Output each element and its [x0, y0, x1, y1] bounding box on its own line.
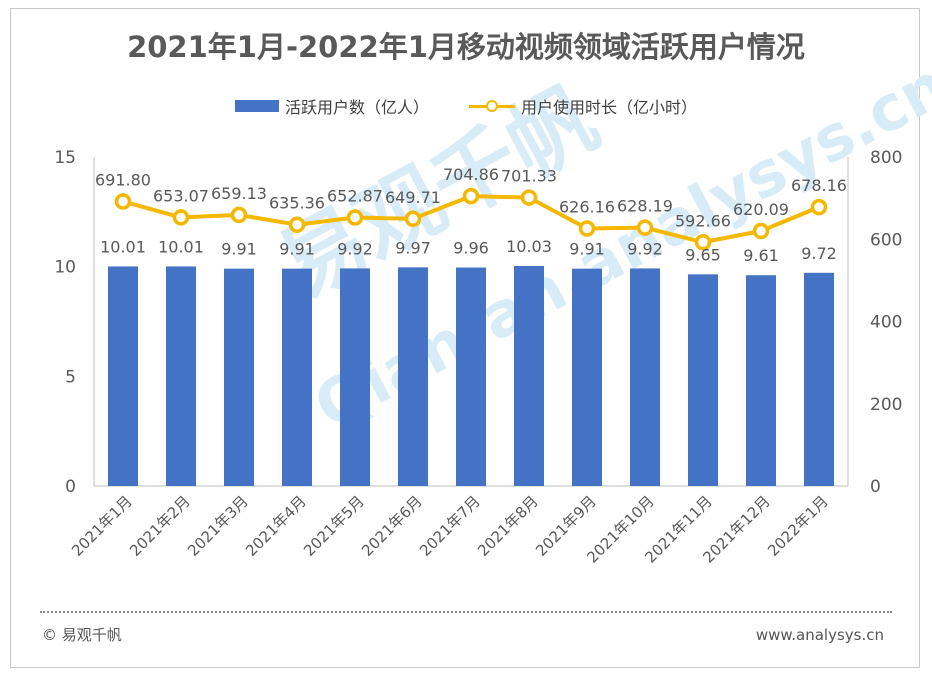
bar: [804, 272, 834, 486]
line-data-label: 628.19: [617, 197, 673, 216]
line-point: [810, 198, 828, 216]
bar: [282, 268, 312, 486]
line-point: [172, 209, 190, 226]
chart-title: 2021年1月-2022年1月移动视频领域活跃用户情况: [127, 30, 805, 64]
bar: [514, 266, 544, 486]
x-tick-label: 2021年4月: [242, 492, 310, 560]
bar-data-label: 9.92: [337, 239, 373, 258]
line-data-label: 678.16: [791, 176, 847, 195]
line-data-label: 704.86: [443, 165, 499, 184]
bar-data-label: 9.72: [801, 244, 837, 263]
y-right-tick-label: 0: [870, 477, 881, 497]
bar: [572, 268, 602, 486]
line-point: [578, 220, 596, 237]
x-tick-label: 2021年1月: [68, 492, 136, 560]
line-data-label: 691.80: [95, 170, 151, 189]
legend-item-bar: 活跃用户数（亿人）: [234, 94, 429, 118]
line-data-label: 652.87: [327, 187, 383, 206]
bar-data-label: 9.91: [221, 240, 257, 259]
bar: [630, 268, 660, 486]
x-tick-label: 2021年5月: [300, 492, 368, 560]
x-tick-label: 2022年1月: [764, 492, 832, 560]
legend-item-line: 用户使用时长（亿小时）: [469, 94, 697, 118]
bar: [688, 274, 718, 486]
footer-divider: [40, 611, 892, 613]
line-data-label: 635.36: [269, 194, 325, 213]
bar-data-label: 9.65: [685, 245, 721, 264]
x-tick-label: 2021年8月: [474, 492, 542, 560]
x-tick-label: 2021年6月: [358, 492, 426, 560]
bar-data-label: 10.01: [100, 237, 146, 256]
x-tick-label: 2021年7月: [416, 492, 484, 560]
line-point: [520, 189, 538, 206]
y-right-tick-label: 600: [870, 230, 902, 250]
line-data-label: 620.09: [733, 200, 789, 219]
bar: [224, 268, 254, 486]
bar-data-label: 9.61: [743, 246, 779, 265]
y-right-tick-label: 200: [870, 395, 902, 415]
line-point: [288, 216, 306, 233]
bar-data-label: 9.91: [279, 240, 315, 259]
x-tick-label: 2021年3月: [184, 492, 252, 560]
bar-series: [108, 266, 834, 486]
bar-data-label: 9.92: [627, 239, 663, 258]
bar-data-label: 10.03: [506, 237, 552, 256]
footer-website: www.analysys.cn: [755, 626, 884, 644]
x-tick-label: 2021年2月: [126, 492, 194, 560]
bar-data-label: 9.91: [569, 240, 605, 259]
line-point: [752, 222, 770, 240]
bar: [746, 275, 776, 486]
line-data-label: 592.66: [675, 211, 731, 230]
footer-copyright: © 易观千帆: [42, 626, 122, 644]
bar: [398, 267, 428, 486]
y-right-tick-label: 800: [870, 148, 902, 168]
line-data-label: 626.16: [559, 197, 615, 216]
line-point: [462, 187, 480, 205]
bar: [166, 266, 196, 486]
bar: [456, 267, 486, 486]
line-point: [694, 234, 712, 251]
line-point: [346, 209, 364, 226]
y-right-tick-label: 400: [870, 313, 902, 333]
legend: 活跃用户数（亿人） 用户使用时长（亿小时）: [0, 94, 932, 118]
line-point: [114, 193, 132, 210]
legend-line-swatch: [469, 99, 515, 113]
line-data-label: 659.13: [211, 184, 267, 203]
line-point: [230, 206, 248, 224]
bar-data-label: 9.97: [395, 238, 431, 257]
legend-bar-label: 活跃用户数（亿人）: [284, 98, 429, 117]
bar-data-label: 9.96: [453, 239, 489, 258]
line-data-label: 701.33: [501, 167, 557, 186]
bar: [340, 268, 370, 486]
y-left-tick-label: 5: [65, 367, 76, 387]
legend-line-label: 用户使用时长（亿小时）: [521, 98, 698, 117]
line-data-label: 653.07: [153, 186, 209, 205]
legend-bar-swatch: [234, 100, 279, 112]
data-labels: 10.01 10.01 9.91 9.91 9.92 9.97 9.96 10.03 9.91 9…: [95, 165, 847, 265]
y-left-tick-label: 0: [65, 477, 76, 497]
y-left-tick-label: 10: [54, 258, 76, 278]
line-data-label: 649.71: [385, 188, 441, 207]
line-point: [636, 219, 654, 236]
bar-data-label: 10.01: [158, 237, 204, 256]
bar: [108, 266, 138, 486]
line-series: [114, 187, 828, 251]
line-point: [404, 210, 422, 228]
y-left-tick-label: 15: [54, 148, 76, 168]
